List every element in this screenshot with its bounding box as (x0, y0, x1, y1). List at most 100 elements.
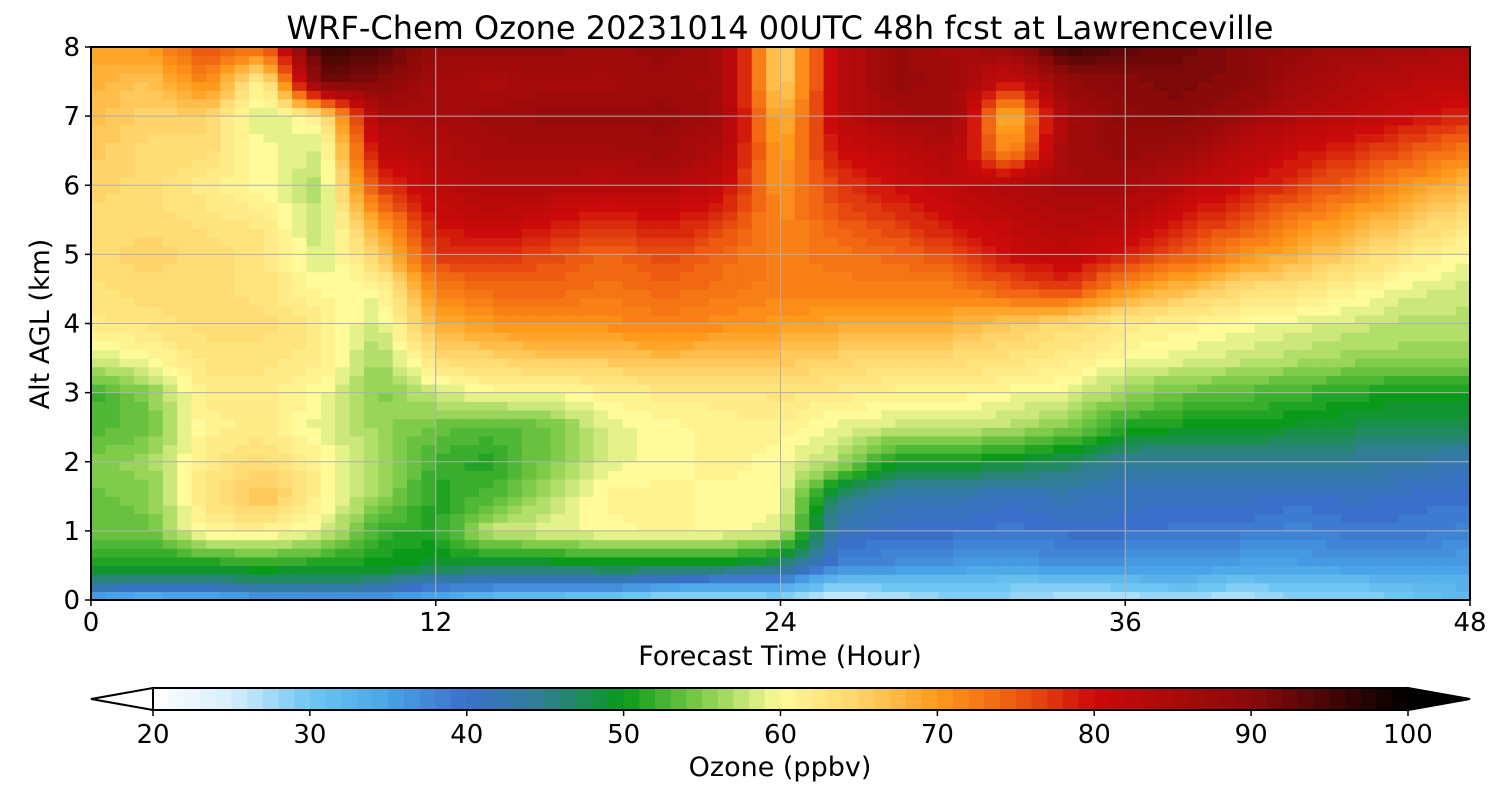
heatmap-cell (134, 314, 150, 325)
heatmap-cell (205, 530, 221, 541)
heatmap-cell (1369, 323, 1385, 333)
heatmap-cell (1082, 340, 1098, 351)
heatmap-cell (450, 383, 466, 394)
heatmap-cell (1326, 332, 1342, 342)
heatmap-cell (565, 470, 580, 480)
heatmap-cell (1139, 332, 1155, 342)
heatmap-cell (723, 297, 738, 307)
heatmap-cell (1369, 427, 1385, 437)
heatmap-cell (665, 470, 681, 480)
heatmap-cell (995, 159, 1011, 169)
heatmap-cell (1326, 193, 1342, 204)
heatmap-cell (1211, 340, 1227, 351)
heatmap-cell (421, 435, 437, 446)
heatmap-cell (708, 219, 724, 230)
heatmap-cell (1010, 582, 1026, 592)
heatmap-cell (1082, 383, 1098, 394)
heatmap-cell (708, 444, 724, 454)
heatmap-cell (636, 401, 652, 411)
heatmap-cell (435, 202, 451, 212)
heatmap-cell (881, 591, 897, 601)
heatmap-cell (277, 332, 293, 342)
heatmap-cell (1441, 453, 1457, 463)
heatmap-cell (378, 574, 394, 584)
heatmap-cell (378, 539, 394, 549)
heatmap-cell (1125, 582, 1141, 592)
heatmap-cell (1398, 582, 1414, 592)
heatmap-cell (421, 340, 437, 351)
heatmap-cell (234, 504, 250, 515)
heatmap-cell (205, 159, 221, 169)
heatmap-cell (134, 461, 150, 471)
heatmap-cell (464, 159, 480, 169)
heatmap-cell (493, 444, 509, 454)
heatmap-cell (119, 349, 135, 359)
heatmap-cell (593, 574, 609, 584)
heatmap-cell (1053, 288, 1069, 299)
heatmap-cell (1297, 211, 1313, 221)
heatmap-cell (938, 435, 954, 446)
heatmap-cell (550, 383, 566, 394)
heatmap-cell (751, 591, 767, 601)
heatmap-cell (1283, 202, 1299, 212)
heatmap-cell (249, 245, 264, 255)
heatmap-cell (363, 409, 379, 420)
heatmap-cell (579, 487, 595, 497)
heatmap-cell (881, 487, 897, 497)
heatmap-cell (320, 314, 336, 325)
heatmap-cell (1067, 574, 1083, 584)
heatmap-cell (1398, 159, 1414, 169)
heatmap-cell (866, 159, 882, 169)
heatmap-cell (1168, 237, 1184, 247)
heatmap-cell (1355, 461, 1371, 471)
heatmap-cell (766, 375, 782, 385)
heatmap-cell (866, 193, 882, 204)
heatmap-cell (593, 470, 609, 480)
heatmap-cell (105, 358, 121, 368)
heatmap-cell (823, 513, 839, 523)
heatmap-cell (1067, 211, 1083, 221)
heatmap-cell (809, 487, 825, 497)
heatmap-cell (1067, 461, 1083, 471)
heatmap-cell (1240, 159, 1256, 169)
heatmap-cell (177, 245, 193, 255)
heatmap-cell (1355, 453, 1371, 463)
heatmap-cell (435, 530, 451, 541)
heatmap-cell (435, 288, 451, 299)
heatmap-cell (794, 565, 810, 575)
heatmap-cell (1240, 366, 1256, 376)
heatmap-cell (1225, 332, 1241, 342)
heatmap-cell (105, 496, 121, 506)
heatmap-cell (967, 504, 983, 515)
heatmap-cell (981, 228, 997, 238)
heatmap-cell (450, 167, 466, 178)
heatmap-cell (1426, 263, 1442, 273)
heatmap-cell (550, 314, 566, 325)
heatmap-cell (306, 418, 322, 428)
heatmap-cell (507, 254, 523, 264)
heatmap-cell (220, 271, 236, 281)
heatmap-cell (694, 470, 710, 480)
heatmap-cell (550, 539, 566, 549)
heatmap-cell (1039, 470, 1055, 480)
heatmap-cell (1297, 487, 1313, 497)
heatmap-cell (1096, 228, 1112, 238)
heatmap-cell (335, 280, 351, 290)
heatmap-cell (1283, 237, 1299, 247)
heatmap-cell (794, 470, 810, 480)
heatmap-cell (967, 263, 983, 273)
heatmap-cell (665, 185, 681, 195)
heatmap-cell (119, 444, 135, 454)
heatmap-cell (378, 167, 394, 178)
heatmap-cell (723, 228, 738, 238)
heatmap-cell (1254, 366, 1270, 376)
heatmap-cell (1153, 263, 1169, 273)
heatmap-cell (809, 479, 825, 489)
heatmap-cell (995, 470, 1011, 480)
heatmap-cell (249, 461, 264, 471)
heatmap-cell (119, 504, 135, 515)
heatmap-cell (234, 349, 250, 359)
heatmap-cell (1412, 185, 1428, 195)
heatmap-cell (1340, 470, 1356, 480)
heatmap-cell (277, 479, 293, 489)
